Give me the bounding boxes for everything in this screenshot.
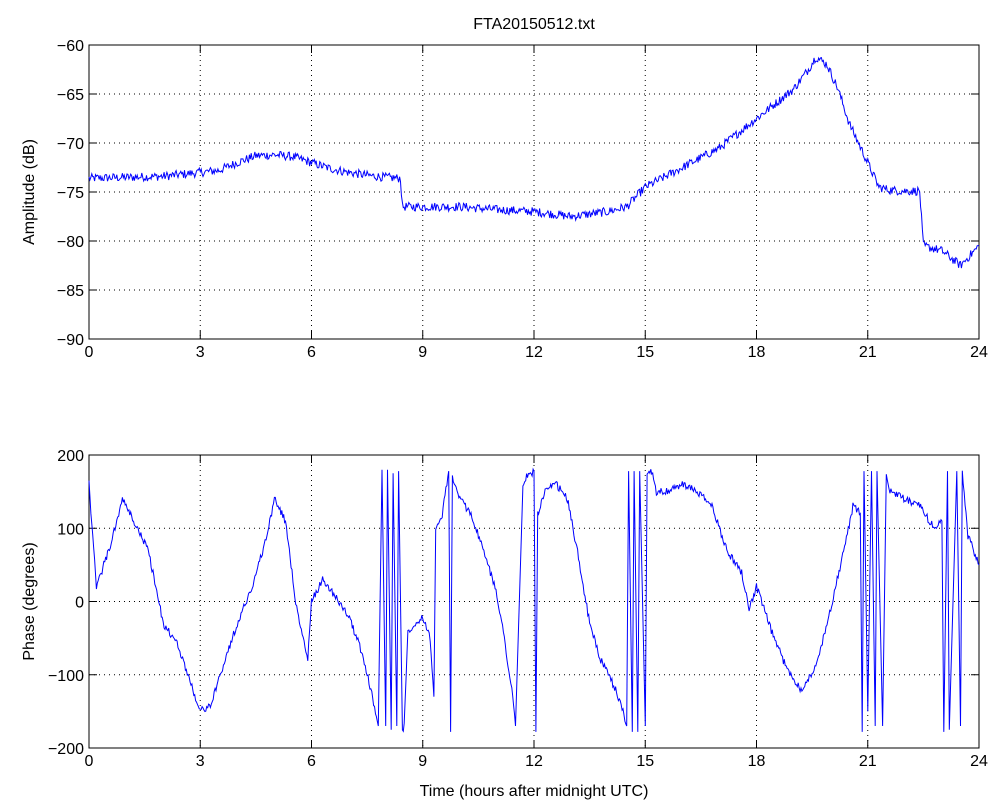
x-tick-label: 15 bbox=[636, 344, 654, 361]
y-tick-label: −200 bbox=[48, 741, 84, 758]
amplitude-grid bbox=[89, 45, 979, 339]
x-tick-label: 9 bbox=[418, 753, 427, 770]
y-tick-label: 100 bbox=[57, 521, 84, 538]
y-tick-label: 200 bbox=[57, 448, 84, 465]
y-tick-label: −100 bbox=[48, 668, 84, 685]
x-tick-label: 6 bbox=[307, 753, 316, 770]
x-tick-label: 9 bbox=[418, 344, 427, 361]
x-tick-label: 12 bbox=[525, 344, 543, 361]
y-tick-label: −75 bbox=[57, 185, 84, 202]
x-tick-label: 3 bbox=[196, 753, 205, 770]
x-tick-label: 24 bbox=[970, 344, 988, 361]
x-tick-label: 3 bbox=[196, 344, 205, 361]
amplitude-axis-ticks: 0 3 6 9 12 15 18 21 24 −90 −85 −80 −75 −70 −65 −60 bbox=[57, 38, 988, 361]
y-tick-label: −65 bbox=[57, 87, 84, 104]
y-tick-label: −85 bbox=[57, 283, 84, 300]
y-tick-label: −60 bbox=[57, 38, 84, 55]
x-tick-label: 0 bbox=[85, 753, 94, 770]
phase-panel: 0 3 6 9 12 15 18 21 24 −200 −100 0 100 200 Phase (deg… bbox=[21, 448, 988, 800]
amplitude-y-axis-label: Amplitude (dB) bbox=[21, 139, 38, 245]
phase-y-axis-label: Phase (degrees) bbox=[21, 542, 38, 660]
x-tick-label: 18 bbox=[748, 344, 766, 361]
time-x-axis-label: Time (hours after midnight UTC) bbox=[420, 783, 649, 800]
x-tick-label: 6 bbox=[307, 344, 316, 361]
y-tick-label: −80 bbox=[57, 234, 84, 251]
plot-title: FTA20150512.txt bbox=[473, 16, 595, 33]
x-tick-label: 24 bbox=[970, 753, 988, 770]
amplitude-trace bbox=[88, 56, 980, 269]
x-tick-label: 18 bbox=[748, 753, 766, 770]
x-tick-label: 0 bbox=[85, 344, 94, 361]
phase-trace bbox=[88, 467, 980, 733]
amplitude-panel: FTA20150512.txt 0 3 6 9 12 15 18 21 24 −90 −85 −80 −… bbox=[21, 16, 988, 361]
x-tick-label: 21 bbox=[859, 753, 877, 770]
y-tick-label: −90 bbox=[57, 332, 84, 349]
y-tick-label: −70 bbox=[57, 136, 84, 153]
phase-axis-ticks: 0 3 6 9 12 15 18 21 24 −200 −100 0 100 200 bbox=[48, 448, 988, 770]
x-tick-label: 15 bbox=[636, 753, 654, 770]
x-tick-label: 12 bbox=[525, 753, 543, 770]
x-tick-label: 21 bbox=[859, 344, 877, 361]
y-tick-label: 0 bbox=[75, 595, 84, 612]
